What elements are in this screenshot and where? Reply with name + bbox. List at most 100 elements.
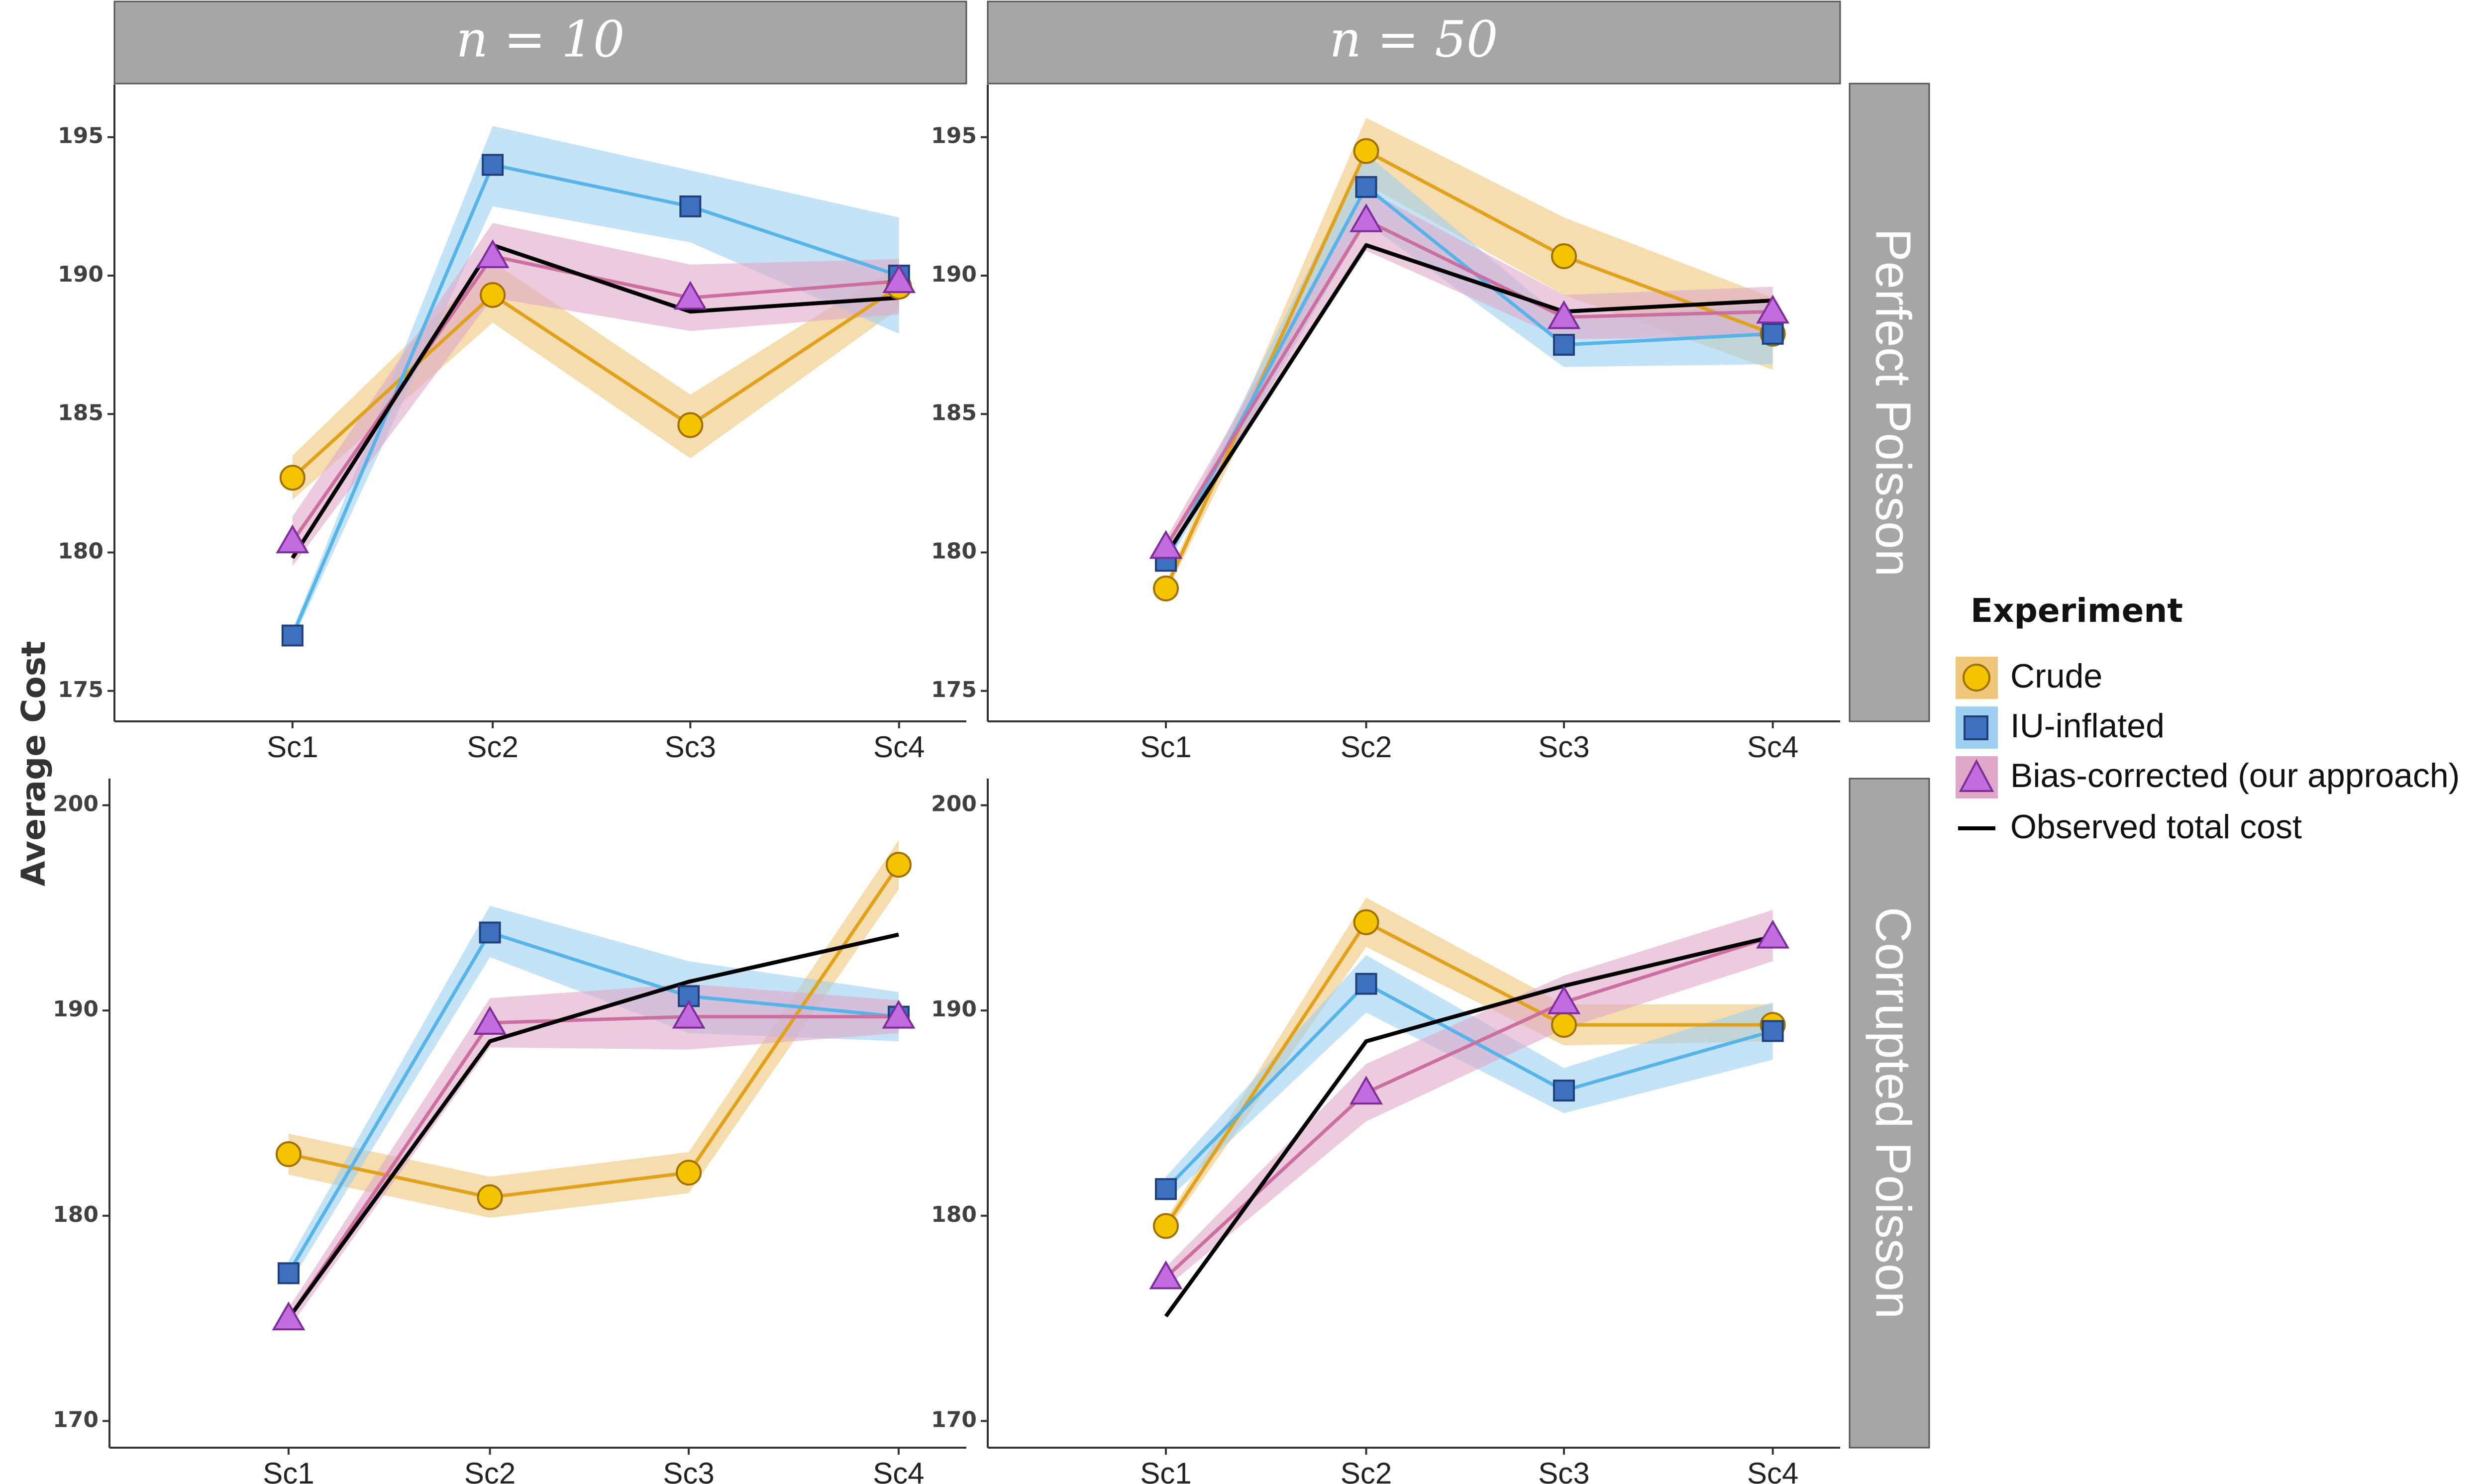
x-tick-label: Sc3 [663,1457,714,1484]
point-crude [885,852,912,878]
line-bias [1164,218,1773,548]
band-crude [1166,897,1773,1232]
point-iu [1553,1080,1575,1102]
legend-crude-marker [1963,664,1990,692]
strip-row-perfect-label: Perfect Poisson [1866,228,1921,577]
point-iu [281,624,304,647]
legend-crude-label: Crude [2010,657,2102,695]
point-iu [482,154,504,176]
point-crude [1153,1213,1179,1239]
legend-bias-marker [1959,759,1994,792]
panel-perfect-n50: 175 180 185 190 195 Sc1 Sc2 Sc3 Sc4 [931,85,1840,764]
y-tick-label: 190 [931,996,977,1022]
point-bias [672,999,706,1029]
point-bias [673,281,707,310]
line-observed [1164,243,1773,557]
legend-observed-label: Observed total cost [2010,808,2302,846]
point-crude [1551,1012,1577,1038]
x-tick-label: Sc4 [873,730,925,764]
x-tick-label: Sc2 [1341,1457,1392,1484]
y-tick-label: 200 [931,791,977,817]
point-crude [477,1184,503,1210]
panel-corrupted-n10: 170 180 190 200 Sc1 Sc2 Sc3 Sc4 [53,779,966,1484]
legend: Experiment Crude IU-inflated Bias-correc… [1956,592,2460,846]
line-crude [1164,920,1773,1227]
point-bias [272,1301,306,1331]
legend-title: Experiment [1970,592,2183,630]
point-iu [277,1262,300,1285]
point-bias [1547,300,1581,329]
point-crude [1153,575,1179,601]
point-iu [479,921,501,944]
line-observed [291,243,900,559]
band-bias [1166,910,1773,1288]
point-crude [275,1141,302,1168]
legend-iu-marker [1964,715,1988,740]
y-tick-label: 180 [58,539,104,564]
x-tick-label: Sc1 [1140,730,1191,764]
panel-perfect-n10: 175 180 185 190 195 Sc1 Sc2 Sc3 Sc4 [58,85,966,764]
y-tick-label: 170 [53,1407,99,1432]
band-crude [1166,117,1773,594]
legend-iu-label: IU-inflated [2010,707,2165,745]
point-bias [476,239,510,269]
point-crude [1353,909,1379,935]
point-iu [1762,322,1784,345]
y-axis-label: Average Cost [14,641,53,886]
y-tick-label: 190 [58,262,104,287]
point-iu [1553,334,1575,356]
x-tick-label: Sc2 [467,730,518,764]
point-iu [1355,176,1377,198]
line-bias [287,1015,899,1320]
point-bias [1756,295,1790,324]
legend-bias-label: Bias-corrected (our approach) [2010,757,2460,794]
line-iu [1164,982,1773,1190]
line-iu [287,930,899,1275]
point-crude [279,465,306,491]
band-iu [288,905,899,1286]
y-tick-label: 195 [931,123,977,149]
line-crude [288,864,900,1199]
y-tick-label: 185 [58,400,104,425]
line-crude [291,285,900,479]
line-crude [1164,149,1773,590]
x-tick-label: Sc4 [1747,1457,1798,1484]
point-bias [1349,203,1383,232]
x-tick-label: Sc4 [1747,730,1798,764]
x-tick-label: Sc1 [1140,1457,1191,1484]
x-tick-label: Sc2 [464,1457,516,1484]
point-bias [473,1005,507,1035]
y-tick-label: 175 [58,677,104,702]
y-tick-label: 190 [931,262,977,287]
y-tick-label: 180 [931,1202,977,1227]
y-tick-label: 200 [53,791,99,817]
point-bias [1756,919,1790,949]
point-bias [276,524,310,554]
band-iu [292,126,899,641]
x-tick-label: Sc3 [665,730,716,764]
strip-row-corrupted-label: Corrupted Poisson [1866,907,1921,1319]
point-crude [1551,243,1577,270]
strip-row-corrupted [1849,778,1930,1449]
y-tick-label: 175 [931,677,977,702]
point-iu [1355,973,1377,995]
x-tick-label: Sc1 [267,730,318,764]
y-tick-label: 190 [53,996,99,1022]
x-tick-label: Sc3 [1538,1457,1589,1484]
line-observed [1164,934,1773,1318]
y-tick-label: 170 [931,1407,977,1432]
point-crude [480,282,506,308]
point-bias [882,264,916,294]
y-tick-label: 180 [53,1202,99,1227]
point-bias [1149,1260,1183,1289]
y-tick-label: 180 [931,539,977,564]
x-tick-label: Sc1 [263,1457,314,1484]
point-iu [1762,1020,1784,1042]
point-bias [1349,1076,1383,1105]
point-iu [679,195,702,217]
line-bias [1164,935,1773,1279]
strip-col-n10-label: n = 10 [456,10,624,69]
point-iu [1155,1178,1177,1200]
x-tick-label: Sc4 [873,1457,924,1484]
